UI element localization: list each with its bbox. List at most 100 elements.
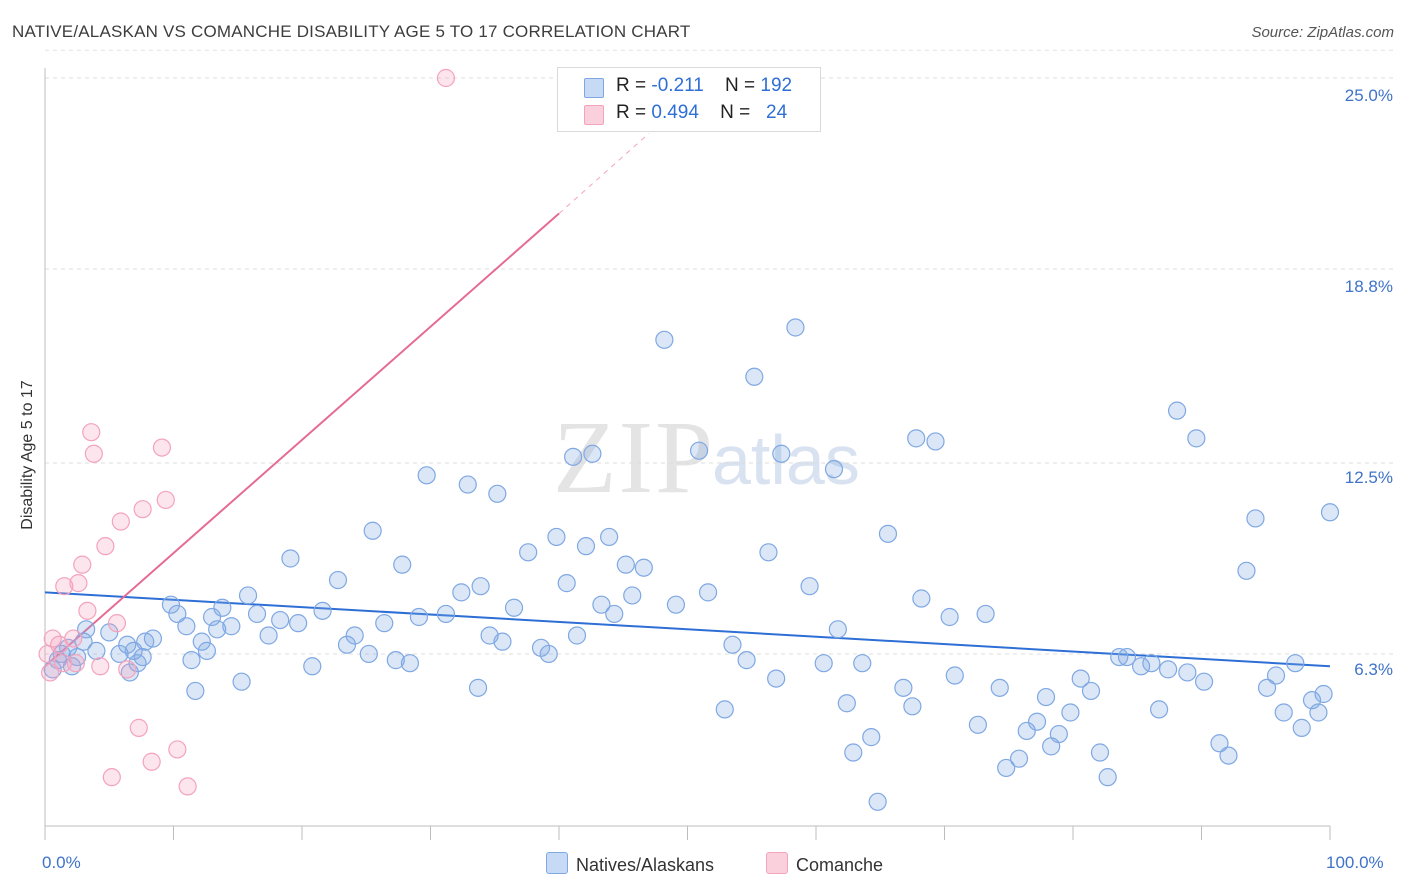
- data-point-0-9: [100, 623, 119, 642]
- trend-line-1: [44, 212, 560, 668]
- data-point-0-128: [1219, 746, 1238, 765]
- chart-source: Source: ZipAtlas.com: [1251, 24, 1394, 41]
- data-point-0-75: [689, 441, 709, 460]
- data-point-0-101: [945, 666, 964, 685]
- data-point-1-15: [102, 768, 121, 787]
- data-point-0-45: [393, 555, 412, 574]
- data-point-1-24: [168, 740, 187, 759]
- data-point-1-16: [107, 614, 127, 633]
- data-point-0-44: [386, 651, 405, 670]
- data-point-0-100: [940, 607, 959, 627]
- data-point-0-27: [213, 598, 232, 617]
- data-point-1-10: [78, 601, 97, 620]
- bottom-legend-natives: Natives/Alaskans: [546, 852, 714, 876]
- data-point-0-30: [238, 586, 258, 605]
- data-point-1-26: [436, 68, 456, 88]
- data-point-0-96: [903, 697, 922, 716]
- bottom-legend-label-natives: Natives/Alaskans: [576, 855, 715, 875]
- data-point-0-22: [186, 681, 205, 701]
- data-point-0-125: [1187, 429, 1206, 448]
- data-point-0-131: [1257, 678, 1277, 697]
- x-tick-label-100: 100.0%: [1326, 853, 1384, 872]
- data-point-1-12: [84, 444, 103, 463]
- data-point-0-126: [1194, 672, 1214, 691]
- data-point-0-33: [271, 610, 290, 630]
- data-point-0-121: [1149, 700, 1169, 719]
- data-point-0-58: [519, 543, 538, 562]
- y-tick-label-6-3: 6.3%: [1354, 660, 1393, 679]
- data-point-1-25: [178, 777, 197, 796]
- chart-title: NATIVE/ALASKAN VS COMANCHE DISABILITY AG…: [12, 22, 691, 41]
- data-point-0-66: [583, 444, 602, 463]
- data-point-0-50: [452, 583, 471, 602]
- data-point-1-22: [152, 438, 172, 457]
- data-point-0-115: [1090, 743, 1110, 762]
- data-point-0-112: [1061, 703, 1080, 722]
- data-point-0-139: [1320, 503, 1340, 522]
- grid-lines: [45, 49, 1395, 655]
- data-point-0-12: [120, 663, 139, 682]
- data-point-0-111: [1049, 724, 1068, 744]
- data-point-0-42: [363, 521, 382, 540]
- legend-swatch-natives: [584, 78, 604, 98]
- data-point-1-19: [129, 718, 148, 737]
- data-point-0-38: [328, 570, 348, 590]
- data-point-0-103: [976, 604, 995, 624]
- data-point-0-135: [1292, 718, 1311, 737]
- data-point-0-56: [493, 632, 512, 651]
- data-point-0-130: [1246, 509, 1265, 528]
- data-point-1-17: [111, 512, 130, 531]
- data-point-0-134: [1286, 654, 1305, 673]
- data-point-0-90: [844, 743, 863, 762]
- data-point-1-18: [118, 660, 137, 679]
- data-point-0-129: [1237, 561, 1256, 580]
- data-point-0-47: [409, 607, 429, 627]
- trend-line-dashed-1: [558, 133, 650, 214]
- data-point-0-81: [759, 543, 778, 562]
- data-point-0-107: [1017, 721, 1036, 741]
- data-point-0-87: [824, 460, 844, 479]
- data-point-0-62: [557, 574, 576, 593]
- data-point-1-23: [156, 490, 175, 510]
- data-point-0-8: [87, 641, 106, 660]
- x-tick-label-0: 0.0%: [42, 853, 81, 872]
- data-point-0-21: [182, 651, 201, 670]
- data-point-0-76: [698, 583, 718, 602]
- data-point-0-89: [837, 694, 856, 713]
- data-point-0-28: [222, 617, 241, 636]
- correlation-legend: R = -0.211 N = 192 R = 0.494 N = 24: [557, 67, 821, 132]
- watermark-atlas: atlas: [712, 421, 860, 499]
- bottom-legend-comanche: Comanche: [766, 852, 883, 876]
- data-point-0-24: [197, 641, 217, 660]
- data-point-0-49: [436, 604, 456, 624]
- data-point-0-72: [634, 558, 653, 577]
- watermark-zip: ZIP: [553, 400, 715, 515]
- data-point-0-109: [1036, 687, 1056, 707]
- data-point-0-119: [1132, 657, 1151, 676]
- data-point-0-46: [400, 654, 420, 673]
- data-point-0-70: [616, 555, 635, 574]
- data-point-0-88: [828, 620, 847, 639]
- data-point-0-48: [417, 466, 436, 485]
- data-point-0-116: [1098, 768, 1117, 787]
- data-point-0-17: [143, 629, 163, 648]
- y-tick-label-12-5: 12.5%: [1344, 468, 1393, 487]
- data-point-0-57: [504, 598, 524, 617]
- data-point-1-20: [133, 500, 152, 519]
- data-point-0-122: [1158, 660, 1178, 679]
- axes: [44, 68, 1331, 840]
- data-point-0-95: [894, 678, 913, 697]
- data-point-0-60: [539, 644, 558, 664]
- data-point-0-105: [997, 758, 1016, 778]
- data-point-1-14: [96, 537, 115, 556]
- data-point-0-64: [567, 626, 587, 645]
- data-point-0-15: [133, 647, 152, 667]
- data-point-0-69: [605, 604, 624, 624]
- data-point-0-37: [313, 601, 332, 620]
- bottom-legend-swatch-natives: [546, 852, 568, 874]
- legend-stats-natives: R = -0.211 N = 192: [616, 75, 793, 96]
- data-point-0-20: [177, 617, 196, 636]
- data-point-0-26: [208, 620, 227, 639]
- trend-lines: [44, 133, 1331, 668]
- data-point-0-36: [303, 657, 322, 676]
